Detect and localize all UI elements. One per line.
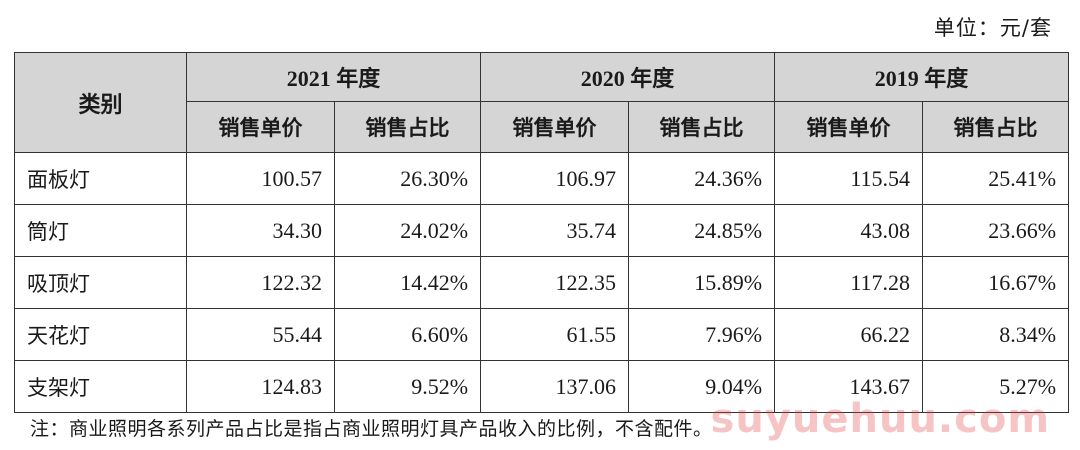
unit-price-header: 销售单价 — [480, 101, 630, 153]
sales-price-table: 类别 2021 年度 2020 年度 2019 年度 销售单价 销售占比 销售单… — [14, 52, 1070, 413]
table-cell: 43.08 — [774, 204, 924, 257]
unit-price-header: 销售单价 — [186, 101, 335, 153]
category-cell: 天花灯 — [14, 308, 187, 361]
table-row: 面板灯 100.57 26.30% 106.97 24.36% 115.54 2… — [14, 152, 1070, 205]
share-header: 销售占比 — [922, 101, 1070, 153]
table-row: 吸顶灯 122.32 14.42% 122.35 15.89% 117.28 1… — [14, 256, 1070, 309]
table-cell: 137.06 — [480, 360, 630, 413]
table-cell: 61.55 — [480, 308, 630, 361]
category-cell: 吸顶灯 — [14, 256, 187, 309]
footnote: 注：商业照明各系列产品占比是指占商业照明灯具产品收入的比例，不含配件。 — [30, 418, 713, 440]
table-cell: 24.02% — [333, 204, 482, 257]
table-cell: 5.27% — [922, 360, 1070, 413]
table-cell: 24.85% — [628, 204, 776, 257]
table-cell: 117.28 — [774, 256, 924, 309]
table-row: 支架灯 124.83 9.52% 137.06 9.04% 143.67 5.2… — [14, 360, 1070, 413]
unit-price-header: 销售单价 — [774, 101, 924, 153]
category-cell: 支架灯 — [14, 360, 187, 413]
table-cell: 106.97 — [480, 152, 630, 205]
category-cell: 面板灯 — [14, 152, 187, 205]
table-cell: 9.04% — [628, 360, 776, 413]
table-row: 筒灯 34.30 24.02% 35.74 24.85% 43.08 23.66… — [14, 204, 1070, 257]
table-cell: 124.83 — [186, 360, 335, 413]
year-header-2020: 2020 年度 — [480, 52, 776, 102]
table-cell: 122.32 — [186, 256, 335, 309]
table-cell: 34.30 — [186, 204, 335, 257]
table-cell: 122.35 — [480, 256, 630, 309]
table-cell: 143.67 — [774, 360, 924, 413]
year-header-2019: 2019 年度 — [774, 52, 1070, 102]
table-cell: 100.57 — [186, 152, 335, 205]
table-row: 天花灯 55.44 6.60% 61.55 7.96% 66.22 8.34% — [14, 308, 1070, 361]
year-header-2021: 2021 年度 — [185, 52, 482, 102]
table-cell: 35.74 — [480, 204, 630, 257]
table-cell: 23.66% — [922, 204, 1070, 257]
category-header: 类别 — [14, 52, 187, 153]
share-header: 销售占比 — [333, 101, 482, 153]
unit-label: 单位：元/套 — [933, 16, 1052, 40]
table-cell: 24.36% — [628, 152, 776, 205]
year-header-row: 类别 2021 年度 2020 年度 2019 年度 — [14, 52, 1070, 153]
share-header: 销售占比 — [628, 101, 776, 153]
table-cell: 6.60% — [333, 308, 482, 361]
table-cell: 16.67% — [922, 256, 1070, 309]
sub-header-row: 销售单价 销售占比 销售单价 销售占比 销售单价 销售占比 — [15, 101, 1070, 153]
category-cell: 筒灯 — [14, 204, 187, 257]
table-cell: 15.89% — [628, 256, 776, 309]
table-cell: 14.42% — [333, 256, 482, 309]
table-cell: 115.54 — [774, 152, 924, 205]
table-cell: 7.96% — [628, 308, 776, 361]
table-cell: 66.22 — [774, 308, 924, 361]
table-cell: 26.30% — [333, 152, 482, 205]
table-cell: 55.44 — [186, 308, 335, 361]
table-cell: 25.41% — [922, 152, 1070, 205]
table-cell: 9.52% — [333, 360, 482, 413]
table-cell: 8.34% — [922, 308, 1070, 361]
